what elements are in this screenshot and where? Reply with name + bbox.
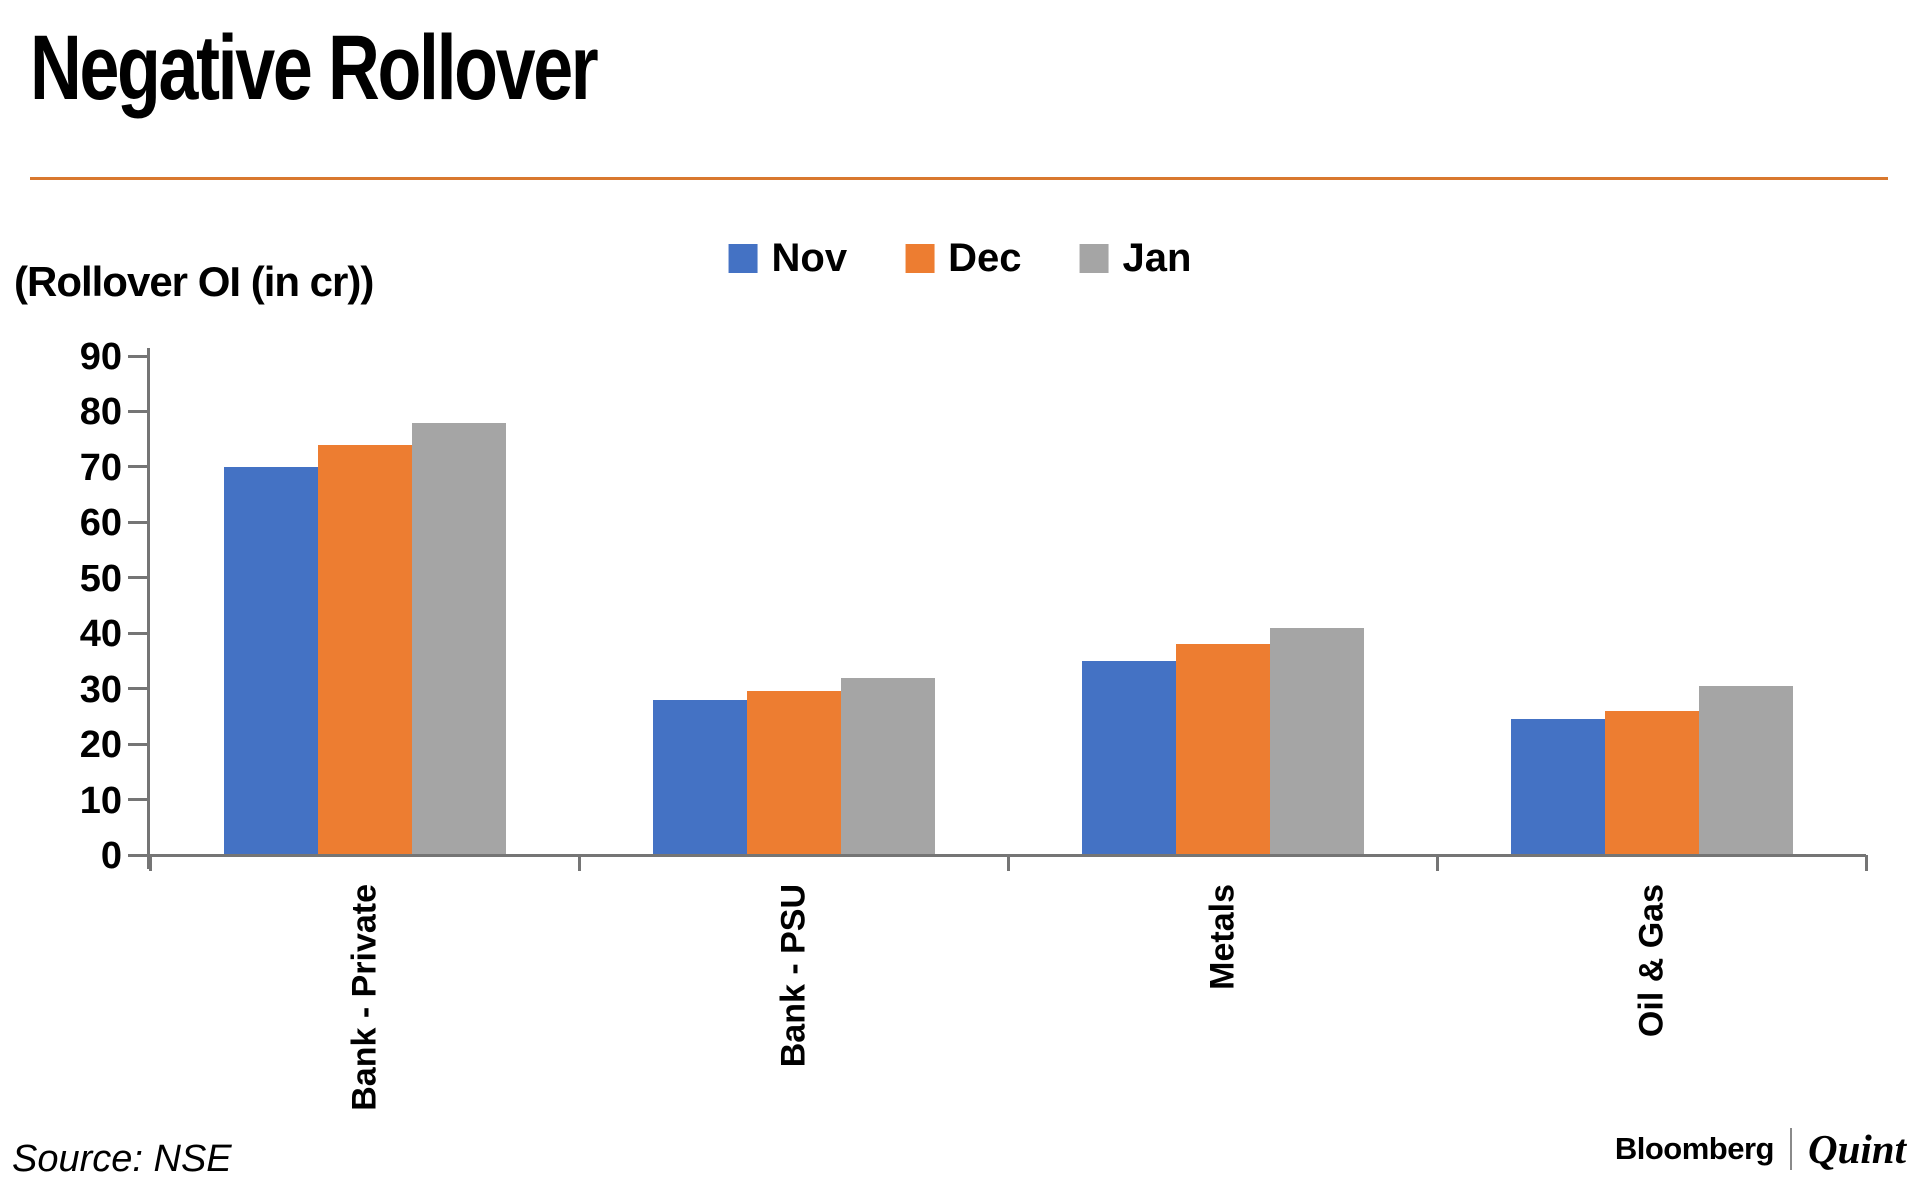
bar-dec-oil-gas bbox=[1604, 710, 1699, 855]
legend-item-jan: Jan bbox=[1079, 236, 1192, 281]
source-note: Source: NSE bbox=[12, 1138, 232, 1180]
bar-nov-oil-gas bbox=[1510, 719, 1605, 855]
y-tick-label-60: 60 bbox=[79, 502, 122, 545]
y-tick-label-90: 90 bbox=[79, 336, 122, 378]
bar-jan-bank-psu bbox=[840, 677, 935, 855]
y-tick-0 bbox=[128, 853, 150, 857]
x-axis-line bbox=[147, 854, 1866, 857]
y-axis-line bbox=[147, 348, 150, 869]
legend-swatch-jan-icon bbox=[1079, 244, 1109, 273]
brand-bloomberg: Bloomberg bbox=[1614, 1131, 1775, 1166]
bar-jan-oil-gas bbox=[1698, 685, 1793, 855]
y-tick-10 bbox=[128, 798, 150, 802]
bar-nov-metals bbox=[1081, 660, 1176, 855]
accent-rule bbox=[30, 177, 1888, 180]
y-tick-label-10: 10 bbox=[79, 779, 122, 822]
x-tick-0 bbox=[148, 855, 152, 871]
bar-nov-bank-psu bbox=[652, 699, 747, 855]
y-tick-label-80: 80 bbox=[79, 391, 122, 434]
legend-label-jan: Jan bbox=[1122, 236, 1192, 280]
legend-swatch-nov-icon bbox=[728, 244, 758, 273]
y-tick-30 bbox=[128, 687, 150, 691]
category-label-metals: Metals bbox=[1203, 884, 1241, 990]
y-axis-title: (Rollover OI (in cr)) bbox=[14, 258, 374, 305]
legend-item-nov: Nov bbox=[728, 236, 848, 281]
brand-quint: Quint bbox=[1808, 1126, 1906, 1172]
x-tick-1 bbox=[577, 855, 581, 871]
bar-jan-bank-private bbox=[411, 422, 506, 855]
y-tick-label-50: 50 bbox=[79, 557, 122, 600]
y-tick-90 bbox=[128, 354, 150, 358]
brand-logo: Bloomberg Quint bbox=[1615, 1125, 1906, 1173]
y-tick-label-70: 70 bbox=[79, 446, 122, 489]
y-tick-40 bbox=[128, 631, 150, 635]
y-tick-50 bbox=[128, 576, 150, 580]
legend-label-dec: Dec bbox=[948, 236, 1022, 280]
category-label-bank-private: Bank - Private bbox=[345, 884, 383, 1111]
category-label-bank-psu: Bank - PSU bbox=[774, 884, 812, 1068]
bar-dec-bank-psu bbox=[746, 691, 841, 855]
y-tick-label-20: 20 bbox=[79, 724, 122, 767]
legend-swatch-dec-icon bbox=[905, 244, 935, 273]
bar-jan-metals bbox=[1269, 627, 1364, 855]
y-tick-80 bbox=[128, 409, 150, 413]
y-tick-20 bbox=[128, 742, 150, 746]
y-tick-label-30: 30 bbox=[79, 668, 122, 711]
x-tick-3 bbox=[1435, 855, 1439, 871]
y-tick-label-40: 40 bbox=[79, 613, 122, 656]
y-tick-60 bbox=[128, 520, 150, 524]
bar-dec-metals bbox=[1175, 644, 1270, 855]
bar-nov-bank-private bbox=[223, 466, 318, 855]
x-tick-4 bbox=[1864, 855, 1868, 871]
category-label-oil-gas: Oil & Gas bbox=[1632, 884, 1670, 1038]
page-title: Negative Rollover bbox=[30, 17, 599, 119]
bar-dec-bank-private bbox=[317, 444, 412, 855]
legend-label-nov: Nov bbox=[771, 236, 848, 280]
y-tick-label-0: 0 bbox=[100, 835, 122, 877]
brand-divider-line bbox=[1790, 1128, 1792, 1170]
legend-item-dec: Dec bbox=[905, 236, 1022, 281]
y-tick-70 bbox=[128, 465, 150, 469]
chart-legend: Nov Dec Jan bbox=[728, 236, 1192, 281]
x-tick-2 bbox=[1006, 855, 1010, 871]
